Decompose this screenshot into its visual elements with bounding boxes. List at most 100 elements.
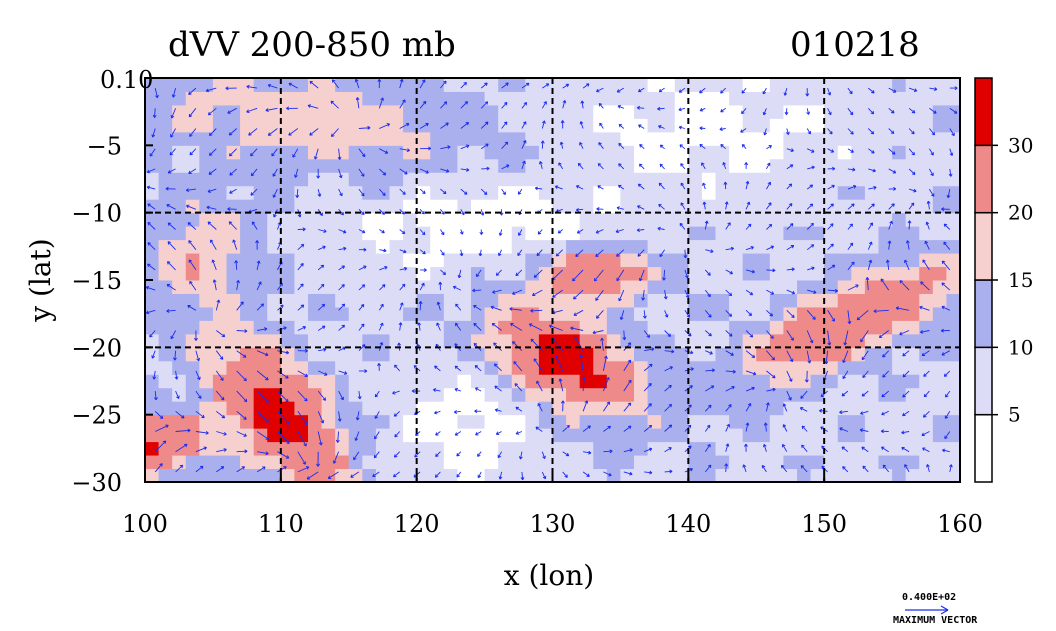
field-cell bbox=[389, 441, 404, 456]
field-cell bbox=[701, 320, 716, 335]
field-cell bbox=[742, 118, 757, 133]
field-cell bbox=[158, 78, 173, 92]
field-cell bbox=[729, 468, 744, 483]
wind-vector bbox=[901, 446, 910, 453]
field-cell bbox=[212, 333, 227, 348]
wind-vector bbox=[358, 148, 366, 158]
field-cell bbox=[172, 145, 187, 160]
field-cell bbox=[892, 441, 907, 456]
wind-vector bbox=[208, 168, 217, 175]
field-cell bbox=[443, 387, 458, 402]
field-cell bbox=[267, 78, 282, 92]
field-cell bbox=[932, 401, 947, 416]
field-cell bbox=[199, 226, 214, 241]
wind-vector bbox=[786, 164, 794, 170]
wind-vector bbox=[699, 87, 706, 94]
field-cell bbox=[457, 401, 472, 416]
wind-vector bbox=[827, 184, 835, 190]
field-cell bbox=[280, 306, 295, 321]
field-cell bbox=[932, 212, 947, 227]
wind-vector bbox=[562, 424, 570, 432]
field-cell bbox=[375, 199, 390, 214]
wind-vector bbox=[921, 431, 930, 437]
wind-vector bbox=[358, 303, 365, 311]
field-cell bbox=[267, 428, 282, 443]
field-cell bbox=[484, 455, 499, 470]
field-cell bbox=[403, 280, 418, 294]
wind-vector bbox=[533, 358, 543, 372]
wind-vector bbox=[827, 310, 835, 322]
wind-vector bbox=[297, 227, 306, 232]
field-cell bbox=[620, 280, 635, 294]
wind-vector bbox=[618, 123, 625, 129]
field-cell bbox=[742, 104, 757, 119]
field-cell bbox=[932, 414, 947, 429]
field-cell bbox=[212, 360, 227, 375]
wind-vector bbox=[664, 424, 673, 432]
field-cell bbox=[430, 306, 445, 321]
field-cell bbox=[661, 104, 676, 119]
field-cell bbox=[606, 78, 621, 92]
field-cell bbox=[783, 401, 798, 416]
field-cell bbox=[416, 374, 431, 389]
field-cell bbox=[661, 185, 676, 200]
field-cell bbox=[606, 185, 621, 200]
wind-vector bbox=[745, 403, 752, 412]
field-cell bbox=[905, 374, 920, 389]
wind-vector bbox=[882, 350, 890, 358]
field-cell bbox=[851, 414, 866, 429]
field-cell bbox=[145, 306, 160, 321]
wind-vector bbox=[786, 390, 792, 401]
wind-vector bbox=[941, 282, 951, 291]
field-cell bbox=[199, 172, 214, 187]
wind-vector bbox=[419, 123, 429, 129]
wind-vector bbox=[949, 107, 958, 114]
field-cell bbox=[892, 455, 907, 470]
wind-vector bbox=[842, 350, 849, 364]
field-cell bbox=[430, 91, 445, 106]
wind-vector bbox=[895, 306, 910, 311]
wind-vector bbox=[595, 310, 604, 319]
field-cell bbox=[172, 212, 187, 227]
field-cell bbox=[212, 199, 227, 214]
wind-vector bbox=[847, 223, 853, 230]
field-cell bbox=[688, 320, 703, 335]
field-cell bbox=[729, 428, 744, 443]
field-cell bbox=[552, 212, 567, 227]
wind-vector bbox=[642, 310, 647, 319]
wind-vector bbox=[338, 370, 348, 375]
field-cell bbox=[783, 441, 798, 456]
field-cell bbox=[905, 280, 920, 294]
wind-vector bbox=[880, 429, 889, 434]
field-cell bbox=[212, 306, 227, 321]
field-cell bbox=[335, 239, 350, 254]
field-cell bbox=[742, 320, 757, 335]
field-cell bbox=[335, 428, 350, 443]
field-cell bbox=[634, 226, 649, 241]
wind-vector bbox=[440, 80, 447, 89]
field-cell bbox=[864, 172, 879, 187]
wind-vector bbox=[699, 143, 706, 150]
wind-vector bbox=[297, 348, 308, 353]
field-cell bbox=[212, 455, 227, 470]
field-cell bbox=[769, 293, 784, 308]
field-cell bbox=[484, 158, 499, 173]
wind-vector bbox=[762, 443, 767, 452]
wind-vector bbox=[827, 166, 836, 171]
wind-vector bbox=[358, 208, 365, 216]
field-cell bbox=[688, 360, 703, 375]
wind-vector bbox=[440, 145, 451, 150]
wind-vector bbox=[169, 148, 176, 156]
field-cell bbox=[864, 333, 879, 348]
wind-vector bbox=[741, 143, 747, 149]
field-cell bbox=[919, 347, 934, 362]
wind-vector bbox=[480, 121, 489, 129]
wind-vector bbox=[501, 164, 510, 170]
field-cell bbox=[226, 293, 241, 308]
field-cell bbox=[769, 239, 784, 254]
wind-vector bbox=[216, 431, 227, 436]
wind-vector bbox=[887, 240, 892, 250]
wind-vector bbox=[847, 284, 859, 291]
field-cell bbox=[294, 78, 309, 92]
field-cell bbox=[416, 293, 431, 308]
